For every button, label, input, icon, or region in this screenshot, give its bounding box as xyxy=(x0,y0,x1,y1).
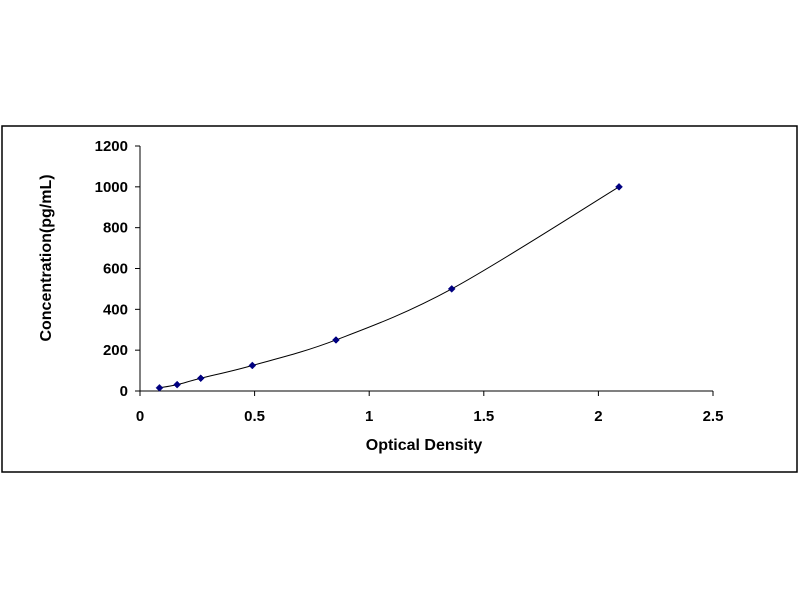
data-point xyxy=(173,380,181,389)
data-point xyxy=(196,374,205,383)
x-tick-label: 1.5 xyxy=(473,408,494,425)
x-tick-label: 0 xyxy=(136,408,144,425)
y-ticks: 0 200 400 600 800 1000 1200 xyxy=(95,138,140,400)
x-tick-label: 2 xyxy=(594,408,602,425)
data-point xyxy=(615,182,623,191)
x-axis-title: Optical Density xyxy=(366,437,483,454)
chart-border xyxy=(1,125,798,473)
data-point xyxy=(248,361,257,370)
y-tick-label: 400 xyxy=(103,301,128,318)
data-point xyxy=(332,336,340,344)
data-points xyxy=(155,182,623,392)
y-tick-label: 200 xyxy=(103,342,128,359)
y-tick-label: 1000 xyxy=(95,179,128,196)
y-axis-title: Concentration(pg/mL) xyxy=(38,174,55,341)
x-tick-label: 0.5 xyxy=(244,408,265,425)
y-tick-label: 600 xyxy=(103,261,128,278)
data-point xyxy=(447,285,456,293)
x-tick-label: 2.5 xyxy=(703,408,724,425)
x-tick-label: 1 xyxy=(365,408,373,425)
data-point xyxy=(155,383,164,392)
x-ticks: 0 0.5 1 1.5 2 2.5 xyxy=(136,391,724,425)
y-tick-label: 1200 xyxy=(95,138,128,155)
y-tick-label: 800 xyxy=(103,220,128,237)
y-tick-label: 0 xyxy=(120,383,128,400)
